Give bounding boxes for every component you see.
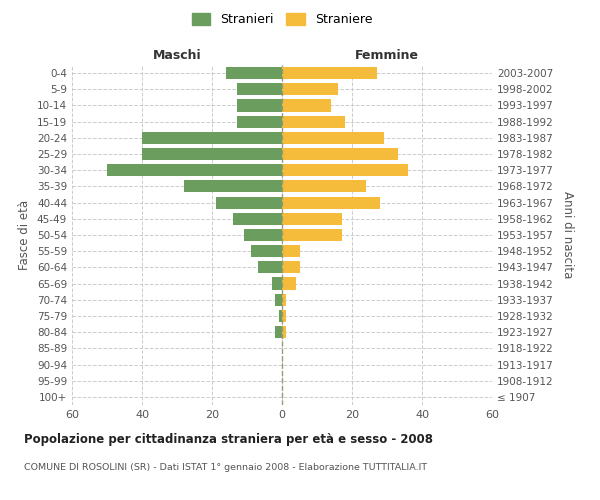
Bar: [215, 196, 282, 208]
Bar: [282, 132, 383, 144]
Bar: [142, 132, 282, 144]
Bar: [282, 83, 338, 96]
Bar: [107, 164, 282, 176]
Bar: [282, 229, 341, 241]
Bar: [278, 310, 282, 322]
Bar: [282, 116, 345, 128]
Bar: [257, 262, 282, 274]
Legend: Stranieri, Straniere: Stranieri, Straniere: [188, 8, 376, 30]
Bar: [244, 229, 282, 241]
Text: COMUNE DI ROSOLINI (SR) - Dati ISTAT 1° gennaio 2008 - Elaborazione TUTTITALIA.I: COMUNE DI ROSOLINI (SR) - Dati ISTAT 1° …: [24, 462, 427, 471]
Bar: [184, 180, 282, 192]
Bar: [282, 245, 299, 258]
Bar: [251, 245, 282, 258]
Bar: [275, 294, 282, 306]
Bar: [236, 83, 282, 96]
Bar: [282, 310, 286, 322]
Bar: [282, 278, 296, 289]
Bar: [271, 278, 282, 289]
Bar: [282, 148, 398, 160]
Bar: [142, 148, 282, 160]
Bar: [236, 100, 282, 112]
Bar: [236, 116, 282, 128]
Bar: [282, 180, 366, 192]
Bar: [282, 196, 380, 208]
Bar: [282, 212, 341, 225]
Text: Popolazione per cittadinanza straniera per età e sesso - 2008: Popolazione per cittadinanza straniera p…: [24, 432, 433, 446]
Bar: [282, 164, 408, 176]
Y-axis label: Anni di nascita: Anni di nascita: [562, 192, 574, 278]
Bar: [282, 262, 299, 274]
Bar: [275, 326, 282, 338]
Y-axis label: Fasce di età: Fasce di età: [19, 200, 31, 270]
Bar: [233, 212, 282, 225]
Bar: [226, 67, 282, 79]
Bar: [282, 294, 286, 306]
Bar: [282, 326, 286, 338]
Text: Femmine: Femmine: [355, 49, 419, 62]
Bar: [282, 100, 331, 112]
Bar: [282, 67, 377, 79]
Text: Maschi: Maschi: [152, 49, 202, 62]
